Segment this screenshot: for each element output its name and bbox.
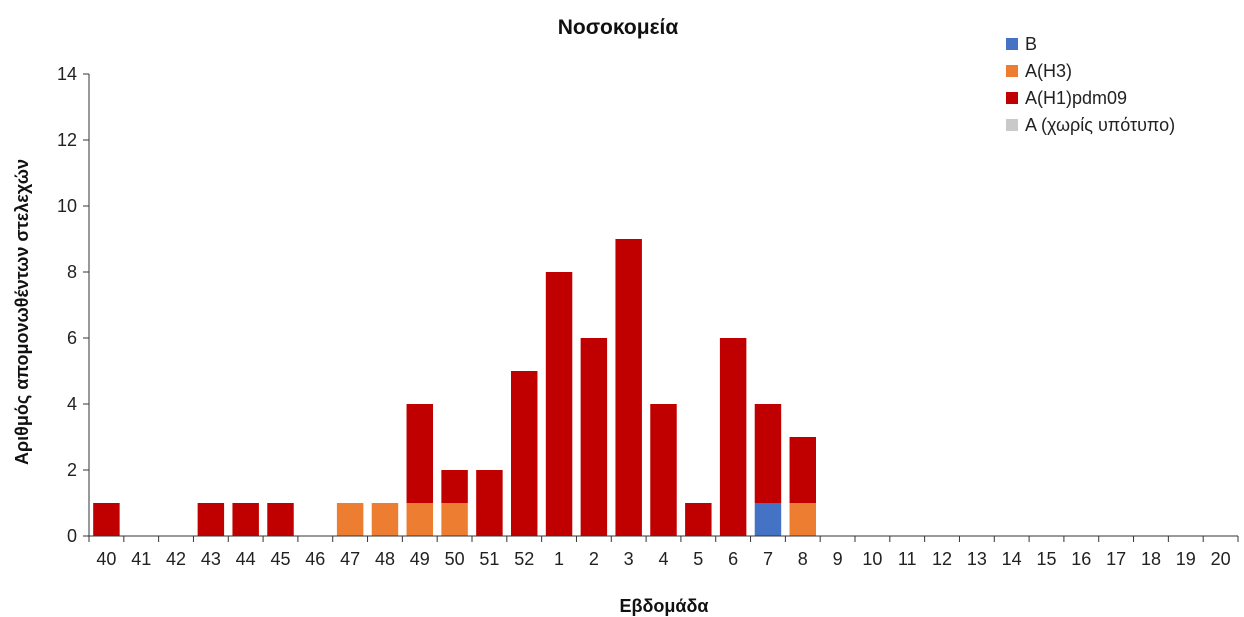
x-tick-label: 19 [1176,549,1196,569]
y-tick-label: 2 [67,460,77,480]
x-tick-label: 15 [1036,549,1056,569]
bar-segment [789,437,817,503]
bar-segment [441,470,468,503]
x-tick-label: 5 [693,549,703,569]
x-tick-label: 52 [514,549,534,569]
x-tick-label: 16 [1071,549,1091,569]
x-tick-label: 10 [862,549,882,569]
x-tick-label: 46 [305,549,325,569]
bar-segment [754,503,782,536]
bar-segment [580,338,608,536]
bar-segment [789,503,817,536]
legend-swatch [1006,65,1018,77]
x-tick-label: 7 [763,549,773,569]
legend-label: A (χωρίς υπότυπο) [1025,115,1175,135]
x-tick-label: 12 [932,549,952,569]
bar-segment [406,404,434,503]
x-tick-label: 9 [833,549,843,569]
x-tick-label: 13 [967,549,987,569]
legend-swatch [1006,119,1018,131]
x-tick-label: 20 [1211,549,1231,569]
bar-segment [232,503,259,536]
bar-segment [615,239,642,536]
x-axis: 40 41 42 43 44 45 46 47 48 49 50 51 52 1 2 3 4 5 6 7 8 9 10 11 1… [88,535,1239,569]
y-axis: 0 2 4 6 8 10 12 14 [57,64,90,546]
bar-segment [650,404,677,536]
bar-segment [441,503,468,536]
y-tick-label: 6 [67,328,77,348]
bars [93,239,817,536]
x-tick-label: 14 [1002,549,1022,569]
legend-label: A(H1)pdm09 [1025,88,1127,108]
bar-segment [371,503,399,536]
y-axis-title: Αριθμός απομονωθέντων στελεχών [12,159,32,465]
legend-swatch [1006,38,1018,50]
bar-segment [719,338,747,536]
legend-label: B [1025,34,1037,54]
y-tick-label: 12 [57,130,77,150]
y-tick-label: 14 [57,64,77,84]
x-tick-label: 42 [166,549,186,569]
x-tick-label: 18 [1141,549,1161,569]
bar-segment [476,470,503,536]
x-tick-label: 11 [898,549,917,569]
x-tick-label: 1 [554,549,564,569]
x-tick-label: 43 [201,549,221,569]
x-tick-label: 49 [410,549,430,569]
y-tick-label: 4 [67,394,77,414]
y-tick-label: 10 [57,196,77,216]
bar-segment [685,503,712,536]
x-tick-label: 17 [1106,549,1126,569]
y-tick-label: 8 [67,262,77,282]
x-tick-label: 50 [445,549,465,569]
x-tick-label: 3 [624,549,634,569]
x-tick-label: 48 [375,549,395,569]
bar-segment [406,503,434,536]
x-tick-label: 40 [96,549,116,569]
bar-segment [197,503,225,536]
y-tick-label: 0 [67,526,77,546]
bar-segment [754,404,782,503]
bar-segment [336,503,364,536]
legend-swatch [1006,92,1018,104]
legend-label: A(H3) [1025,61,1072,81]
legend: B A(H3) A(H1)pdm09 A (χωρίς υπότυπο) [1006,34,1175,135]
x-tick-label: 44 [236,549,256,569]
x-tick-label: 45 [270,549,290,569]
x-tick-label: 47 [340,549,360,569]
bar-segment [93,503,120,536]
x-tick-label: 41 [131,549,151,569]
x-tick-label: 4 [658,549,668,569]
bar-segment [510,371,538,536]
x-tick-label: 8 [798,549,808,569]
bar-segment [545,272,573,536]
x-tick-label: 6 [728,549,738,569]
x-axis-title: Εβδομάδα [620,596,709,616]
x-tick-label: 51 [479,549,499,569]
bar-segment [267,503,294,536]
chart-title: Νοσοκομεία [558,16,679,39]
x-tick-label: 2 [589,549,599,569]
